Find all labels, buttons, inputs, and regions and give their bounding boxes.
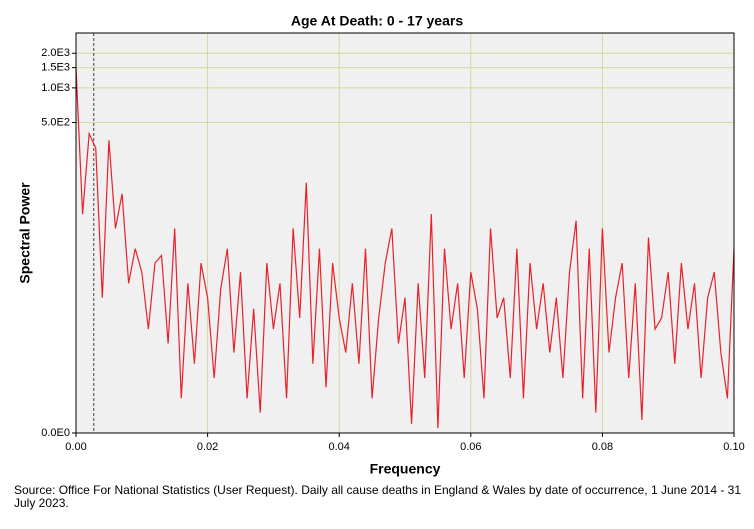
x-tick-label: 0.08 <box>592 441 613 453</box>
x-tick-label: 0.04 <box>328 441 349 453</box>
y-tick-label: 1.5E3 <box>41 62 70 74</box>
x-axis-label: Frequency <box>370 461 441 477</box>
x-tick-label: 0.02 <box>197 441 218 453</box>
x-tick-label: 0.00 <box>65 441 86 453</box>
source: Source: Office For National Statistics (… <box>14 484 742 510</box>
chart-title: Age At Death: 0 - 17 years <box>291 13 463 29</box>
y-axis-label: Spectral Power <box>17 182 33 284</box>
y-tick-label: 0.0E0 <box>41 427 70 439</box>
y-tick-label: 1.0E3 <box>41 82 70 94</box>
source-box: Source: Office For National Statistics (… <box>14 484 742 510</box>
plot-area <box>75 32 735 434</box>
data-line <box>75 67 735 429</box>
plot-frame <box>75 32 735 434</box>
x-tick-label: 0.06 <box>460 441 481 453</box>
x-tick-label: 0.10 <box>723 441 744 453</box>
y-tick-label: 2.0E3 <box>41 47 70 59</box>
y-tick-label: 5.0E2 <box>41 116 70 128</box>
